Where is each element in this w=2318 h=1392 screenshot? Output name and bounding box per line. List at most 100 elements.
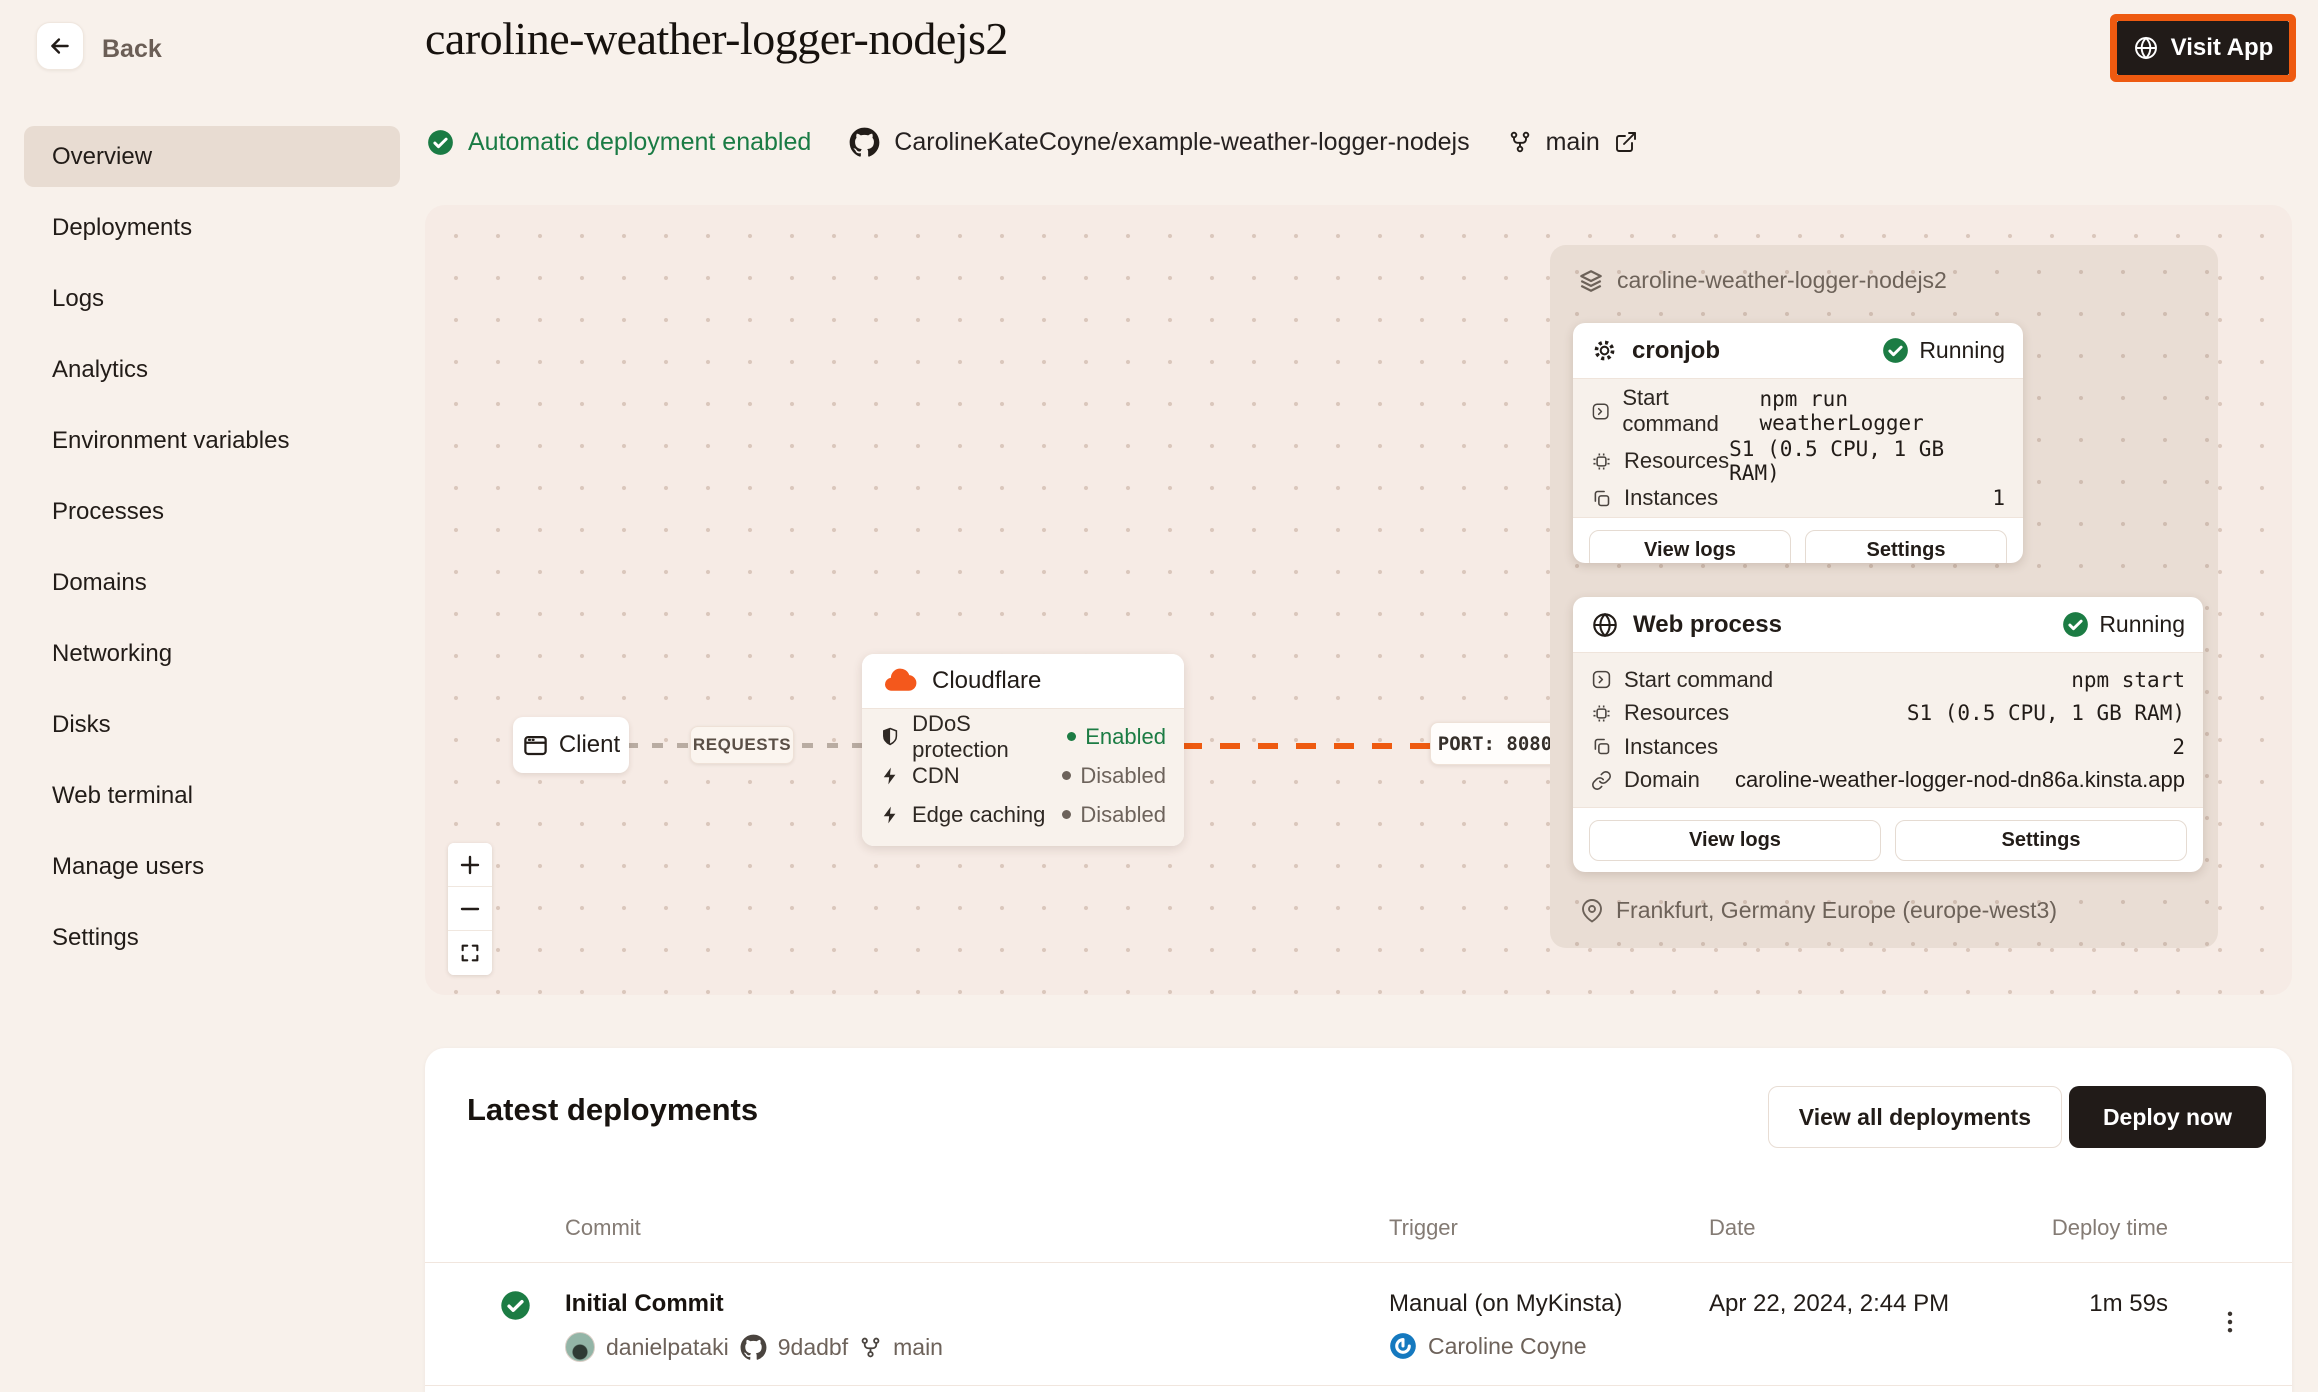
sidebar-item-networking[interactable]: Networking: [52, 639, 173, 667]
process-title: Web process: [1633, 610, 1782, 638]
check-circle-icon: [2063, 612, 2089, 637]
trigger-user-name: Caroline Coyne: [1428, 1332, 1587, 1359]
status-dot: [1062, 810, 1072, 819]
client-node[interactable]: Client: [513, 717, 629, 773]
cloudflare-row-label: DDoS protection: [912, 710, 1009, 762]
web-process-card[interactable]: Web process Running Start command npm st…: [1573, 597, 2203, 872]
column-trigger: Trigger: [1389, 1215, 1458, 1240]
cloudflare-row-status: Disabled: [1080, 801, 1166, 827]
deployment-row[interactable]: Initial Commit danielpataki 9dadbf main …: [425, 1262, 2292, 1385]
shield-icon: [883, 727, 898, 746]
link-icon: [1592, 770, 1611, 790]
visit-app-label: Visit App: [2170, 34, 2274, 61]
cpu-icon: [1593, 452, 1610, 470]
cloudflare-node[interactable]: Cloudflare DDoS protection Enabled CDN D…: [862, 654, 1184, 846]
row-actions-menu-button[interactable]: [2208, 1296, 2252, 1348]
process-row-instances: Instances 1: [1591, 485, 2005, 511]
row-value: S1 (0.5 CPU, 1 GB RAM): [1729, 437, 1945, 485]
row-value: npm start: [2071, 667, 2185, 692]
terminal-icon: [1592, 403, 1609, 419]
process-row-resources: Resources S1 (0.5 CPU, 1 GB RAM): [1591, 700, 2185, 726]
zoom-in-button[interactable]: [448, 843, 492, 887]
page-title: caroline-weather-logger-nodejs2: [425, 13, 1008, 64]
sidebar-item-processes[interactable]: Processes: [52, 497, 165, 525]
back-label[interactable]: Back: [102, 35, 162, 63]
column-commit: Commit: [565, 1215, 641, 1240]
infrastructure-diagram-canvas[interactable]: Client REQUESTS Cloudflare DDoS protecti…: [425, 205, 2292, 995]
latest-deployments-card: Latest deployments View all deployments …: [425, 1048, 2292, 1392]
requests-badge: REQUESTS: [690, 726, 794, 764]
sidebar-item-deployments[interactable]: Deployments: [52, 213, 193, 241]
process-title: cronjob: [1632, 336, 1720, 364]
row-label: Instances: [1624, 485, 1719, 510]
cloudflare-row-edge-caching: Edge caching Disabled: [880, 795, 1166, 834]
auto-deploy-label: Automatic deployment enabled: [468, 127, 812, 156]
datacenter-location: Frankfurt, Germany Europe (europe-west3): [1580, 897, 2057, 924]
view-logs-button[interactable]: View logs: [1589, 819, 1881, 861]
fullscreen-icon: [461, 944, 479, 962]
sidebar-item-manage-users[interactable]: Manage users: [52, 852, 205, 880]
zoom-out-button[interactable]: [448, 887, 492, 931]
sidebar-item-settings[interactable]: Settings: [52, 923, 139, 951]
commit-hash: 9dadbf: [777, 1333, 849, 1360]
deploy-success-icon: [501, 1291, 530, 1320]
sidebar-item-logs[interactable]: Logs: [52, 284, 105, 312]
row-value: npm run weatherLogger: [1759, 387, 1924, 435]
auto-deploy-status: Automatic deployment enabled: [427, 128, 811, 157]
port-badge: PORT: 8080: [1430, 722, 1560, 765]
row-value: caroline-weather-logger-nod-dn86a.kinsta…: [1734, 767, 2185, 793]
sidebar-item-disks[interactable]: Disks: [52, 710, 111, 738]
map-pin-icon: [1582, 898, 1602, 923]
trigger-user: Caroline Coyne: [1389, 1332, 1709, 1360]
sidebar-item-domains[interactable]: Domains: [52, 568, 147, 596]
process-row-start-command: Start command npm start: [1591, 667, 2185, 693]
settings-button[interactable]: Settings: [1895, 819, 2187, 861]
cronjob-card[interactable]: cronjob Running Start command npm run we…: [1573, 323, 2023, 563]
row-label: Start command: [1622, 385, 1719, 436]
kebab-icon: [2227, 1311, 2233, 1333]
globe-icon: [2134, 36, 2157, 60]
view-logs-button[interactable]: View logs: [1589, 529, 1791, 563]
sidebar-item-overview[interactable]: Overview: [24, 126, 400, 187]
row-label: Domain: [1624, 767, 1700, 793]
cpu-icon: [1593, 705, 1610, 722]
settings-button[interactable]: Settings: [1805, 529, 2007, 563]
branch-link[interactable]: main: [1508, 128, 1638, 157]
sidebar-item-analytics[interactable]: Analytics: [52, 355, 149, 383]
repo-name: CarolineKateCoyne/example-weather-logger…: [894, 127, 1470, 156]
deploy-now-button[interactable]: Deploy now: [2068, 1086, 2266, 1148]
back-button[interactable]: [36, 22, 84, 70]
client-label: Client: [558, 731, 621, 758]
github-icon: [849, 127, 880, 157]
deployments-table-header: Commit Trigger Date Deploy time: [425, 1208, 2292, 1248]
instances-icon: [1594, 490, 1610, 506]
process-row-instances: Instances 2: [1591, 734, 2185, 760]
visit-app-button[interactable]: Visit App: [2117, 21, 2289, 75]
check-circle-icon: [1883, 338, 1909, 363]
app-resources-group: caroline-weather-logger-nodejs2 cronjob …: [1550, 245, 2218, 948]
row-label: Start command: [1624, 666, 1774, 692]
status-badge: Running: [1882, 337, 2005, 364]
cloudflare-row-label: CDN: [912, 762, 960, 788]
sidebar-item-web-terminal[interactable]: Web terminal: [52, 781, 193, 809]
latest-deployments-title: Latest deployments: [467, 1092, 759, 1127]
commit-title: Initial Commit: [565, 1290, 724, 1317]
visit-app-highlight-box: Visit App: [2110, 14, 2296, 82]
status-dot: [1062, 771, 1072, 780]
browser-icon: [524, 735, 547, 755]
status-label: Running: [2099, 611, 2185, 637]
row-label: Instances: [1624, 733, 1719, 759]
row-label: Resources: [1624, 448, 1730, 473]
external-link-icon[interactable]: [1614, 130, 1638, 154]
row-value: 2: [2172, 734, 2185, 759]
commit-meta: danielpataki 9dadbf main: [565, 1332, 1389, 1362]
repo-link[interactable]: CarolineKateCoyne/example-weather-logger…: [849, 127, 1470, 158]
process-row-resources: Resources S1 (0.5 CPU, 1 GB RAM): [1591, 437, 2005, 485]
view-all-deployments-button[interactable]: View all deployments: [1767, 1086, 2062, 1148]
sidebar-item-environment-variables[interactable]: Environment variables: [52, 426, 290, 454]
status-row: Automatic deployment enabled CarolineKat…: [427, 124, 1638, 160]
fullscreen-button[interactable]: [448, 931, 492, 975]
cloudflare-row-cdn: CDN Disabled: [880, 756, 1166, 795]
github-icon: [740, 1334, 767, 1360]
